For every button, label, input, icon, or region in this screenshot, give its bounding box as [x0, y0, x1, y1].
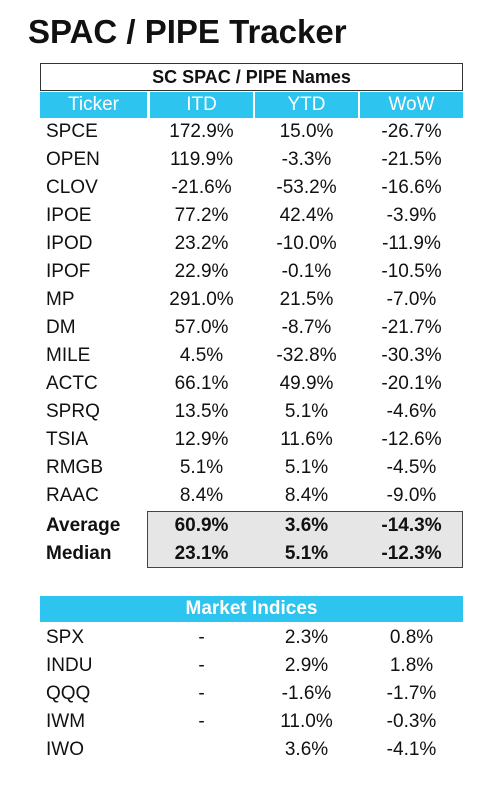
cell-value: -0.3%: [386, 711, 437, 732]
cell-value: -: [198, 683, 205, 704]
cell-value: 5.1%: [284, 543, 329, 564]
cell-value: -26.7%: [381, 121, 442, 142]
cell-value: -8.7%: [281, 317, 332, 338]
cell-value: -10.0%: [276, 233, 337, 254]
row-label: IPOE: [46, 205, 92, 226]
cell-value: 57.0%: [174, 317, 229, 338]
row-label: QQQ: [46, 683, 91, 704]
cell-value: -4.5%: [386, 457, 437, 478]
column-header: WoW: [360, 92, 463, 118]
cell-value: -1.7%: [386, 683, 437, 704]
cell-value: -: [198, 711, 205, 732]
cell-value: 5.1%: [179, 457, 224, 478]
cell-value: 2.3%: [284, 627, 329, 648]
cell-value: -9.0%: [386, 485, 437, 506]
cell-value: -53.2%: [276, 177, 337, 198]
cell-value: 11.6%: [280, 429, 333, 450]
cell-value: -14.3%: [381, 515, 442, 536]
cell-value: -32.8%: [276, 345, 337, 366]
cell-value: -4.6%: [386, 401, 437, 422]
cell-value: 2.9%: [284, 655, 329, 676]
cell-value: 119.9%: [169, 149, 234, 170]
row-label: TSIA: [46, 429, 89, 450]
row-label: CLOV: [46, 177, 98, 198]
cell-value: 5.1%: [284, 457, 329, 478]
cell-value: -1.6%: [281, 683, 332, 704]
column-header: ITD: [150, 92, 253, 118]
cell-value: 291.0%: [169, 289, 234, 310]
row-label: INDU: [46, 655, 93, 676]
cell-value: -21.7%: [381, 317, 442, 338]
cell-value: 77.2%: [174, 205, 229, 226]
cell-value: -12.3%: [381, 543, 442, 564]
cell-value: 3.6%: [284, 515, 329, 536]
cell-value: 8.4%: [284, 485, 329, 506]
cell-value: 8.4%: [179, 485, 224, 506]
row-label: SPX: [46, 627, 85, 648]
row-label: MILE: [46, 345, 91, 366]
cell-value: 60.9%: [174, 515, 229, 536]
cell-value: 22.9%: [174, 261, 229, 282]
row-label: OPEN: [46, 149, 100, 170]
cell-value: 172.9%: [169, 121, 234, 142]
row-label: IPOF: [46, 261, 91, 282]
cell-value: -11.9%: [382, 233, 441, 254]
cell-value: -: [198, 627, 205, 648]
row-label: RAAC: [46, 485, 99, 506]
cell-value: 12.9%: [174, 429, 229, 450]
cell-value: 15.0%: [279, 121, 334, 142]
cell-value: -10.5%: [381, 261, 442, 282]
cell-value: 21.5%: [279, 289, 334, 310]
cell-value: 23.2%: [174, 233, 229, 254]
cell-value: 13.5%: [174, 401, 229, 422]
cell-value: -: [198, 655, 205, 676]
row-label: RMGB: [46, 457, 103, 478]
cell-value: -20.1%: [381, 373, 442, 394]
row-label: IPOD: [46, 233, 93, 254]
cell-value: 1.8%: [389, 655, 434, 676]
row-label: IWM: [46, 711, 86, 732]
row-label: MP: [46, 289, 75, 310]
column-header: YTD: [255, 92, 358, 118]
row-label: DM: [46, 317, 76, 338]
cell-value: -4.1%: [386, 739, 437, 760]
row-label: IWO: [46, 739, 84, 760]
cell-value: 4.5%: [179, 345, 224, 366]
row-label: ACTC: [46, 373, 98, 394]
cell-value: 5.1%: [284, 401, 329, 422]
cell-value: -3.9%: [386, 205, 437, 226]
cell-value: -21.6%: [171, 177, 232, 198]
cell-value: -21.5%: [381, 149, 442, 170]
cell-value: -12.6%: [381, 429, 442, 450]
cell-value: 11.0%: [280, 711, 333, 732]
cell-value: 3.6%: [284, 739, 329, 760]
cell-value: 0.8%: [389, 627, 434, 648]
cell-value: -7.0%: [386, 289, 437, 310]
row-label: SPRQ: [46, 401, 100, 422]
cell-value: -16.6%: [381, 177, 442, 198]
row-label: Median: [46, 543, 112, 564]
row-label: Average: [46, 515, 121, 536]
row-label: SPCE: [46, 121, 98, 142]
cell-value: 42.4%: [279, 205, 334, 226]
cell-value: -0.1%: [281, 261, 332, 282]
column-header: Ticker: [40, 92, 147, 118]
page-title: SPAC / PIPE Tracker: [28, 13, 347, 50]
cell-value: -30.3%: [381, 345, 442, 366]
indices-caption: Market Indices: [40, 596, 463, 622]
cell-value: 23.1%: [174, 543, 229, 564]
cell-value: -3.3%: [281, 149, 332, 170]
cell-value: 49.9%: [279, 373, 334, 394]
cell-value: 66.1%: [174, 373, 229, 394]
table-caption: SC SPAC / PIPE Names: [40, 63, 463, 91]
summary-box: [147, 511, 463, 568]
